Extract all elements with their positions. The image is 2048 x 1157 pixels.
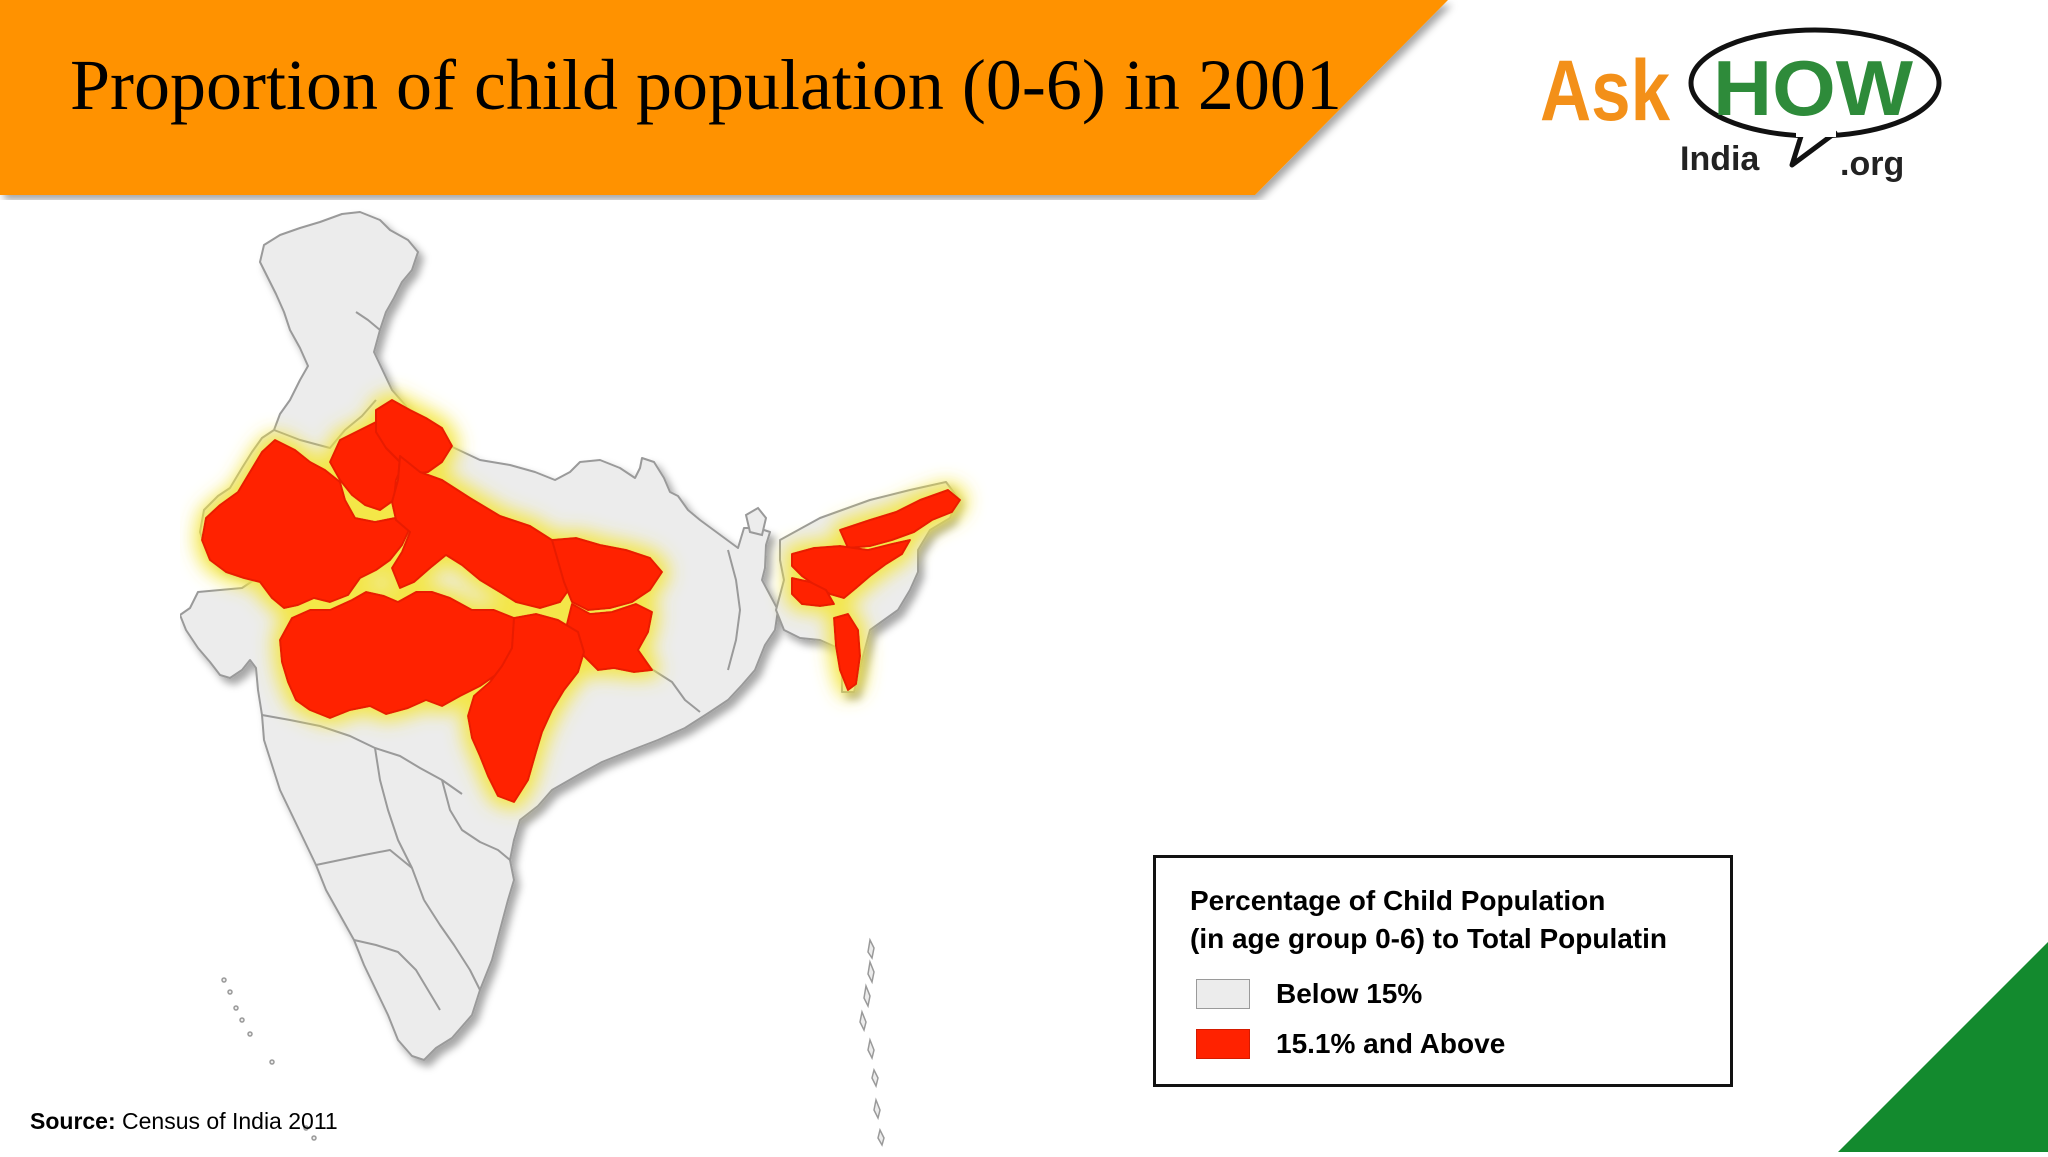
sikkim <box>744 506 768 537</box>
northeast-base <box>775 481 959 693</box>
rajasthan <box>201 439 411 609</box>
legend-item-low: Below 15% <box>1196 978 1422 1010</box>
legend-title-line1: Percentage of Child Population <box>1190 885 1606 916</box>
logo-org: .org <box>1840 145 1904 183</box>
legend-title-line2: (in age group 0-6) to Total Populatin <box>1190 923 1668 954</box>
legend-label-high: 15.1% and Above <box>1276 1028 1506 1059</box>
source-label: Source: <box>30 1108 116 1134</box>
askhowindia-logo: Ask HOW India .org <box>1530 15 1950 190</box>
legend-item-high: 15.1% and Above <box>1196 1028 1505 1060</box>
green-corner-decoration <box>1838 942 2048 1152</box>
page-title: Proportion of child population (0-6) in … <box>70 45 1342 125</box>
mizoram <box>833 613 861 691</box>
source-text: Census of India 2011 <box>115 1108 338 1134</box>
map-legend: Percentage of Child Population (in age g… <box>1153 855 1733 1087</box>
logo-how: HOW <box>1713 44 1913 132</box>
legend-label-low: Below 15% <box>1276 978 1423 1009</box>
legend-swatch-high <box>1196 1029 1250 1059</box>
state-borders <box>261 311 741 1011</box>
uttar-pradesh <box>391 455 573 609</box>
logo-india: India <box>1680 140 1760 178</box>
legend-title: Percentage of Child Population (in age g… <box>1190 882 1667 958</box>
india-map <box>179 200 1050 1150</box>
legend-swatch-low <box>1196 979 1250 1009</box>
title-banner <box>0 0 1460 200</box>
bihar <box>551 537 663 611</box>
source-note: Source: Census of India 2011 <box>30 1108 338 1135</box>
islands <box>221 937 885 1147</box>
meghalaya <box>791 577 835 607</box>
chhattisgarh <box>467 613 585 803</box>
uttarakhand <box>375 399 453 475</box>
logo-ask: Ask <box>1540 43 1670 139</box>
arunachal-pradesh <box>839 489 961 549</box>
high-share-states <box>201 399 961 803</box>
